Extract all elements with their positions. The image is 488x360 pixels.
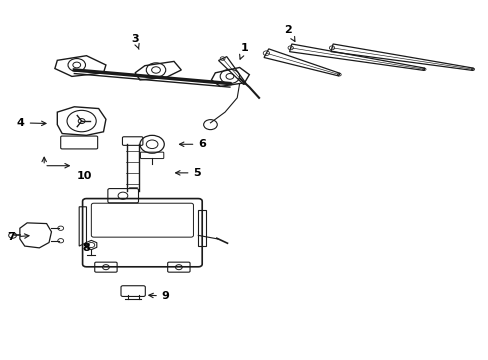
Text: 3: 3 [131,34,139,49]
Text: 7: 7 [7,232,29,242]
Text: 5: 5 [175,168,201,178]
Text: 10: 10 [76,171,92,181]
Text: 1: 1 [239,43,248,59]
Text: 8: 8 [82,243,90,253]
Text: 2: 2 [284,25,294,41]
Text: 4: 4 [17,118,46,128]
Text: 9: 9 [148,291,169,301]
Text: 6: 6 [179,139,206,149]
